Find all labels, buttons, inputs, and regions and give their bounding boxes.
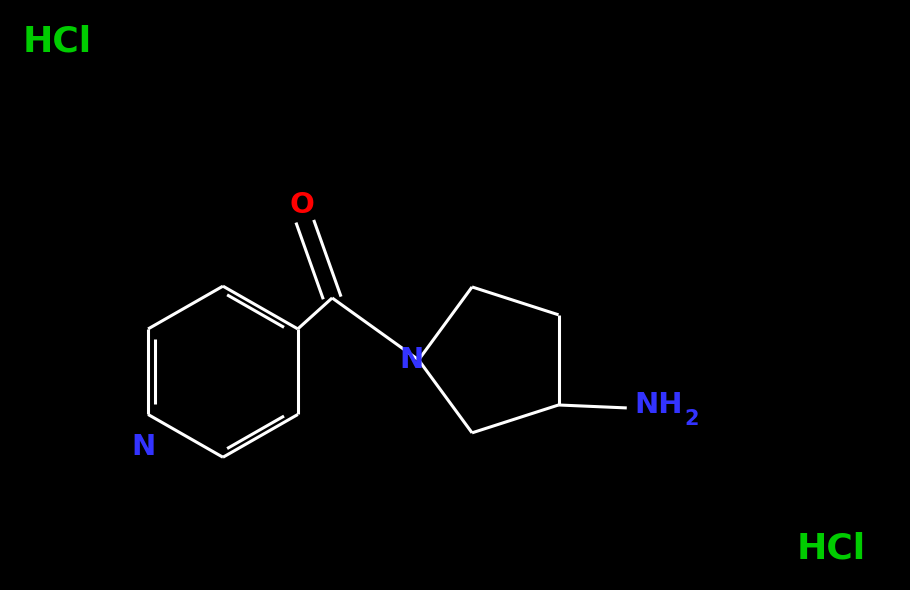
Text: N: N [399, 346, 423, 374]
Text: O: O [289, 191, 315, 219]
Text: N: N [131, 433, 156, 461]
Text: 2: 2 [684, 408, 699, 428]
Text: NH: NH [634, 391, 682, 419]
Text: HCl: HCl [796, 532, 865, 566]
Text: HCl: HCl [23, 24, 92, 58]
